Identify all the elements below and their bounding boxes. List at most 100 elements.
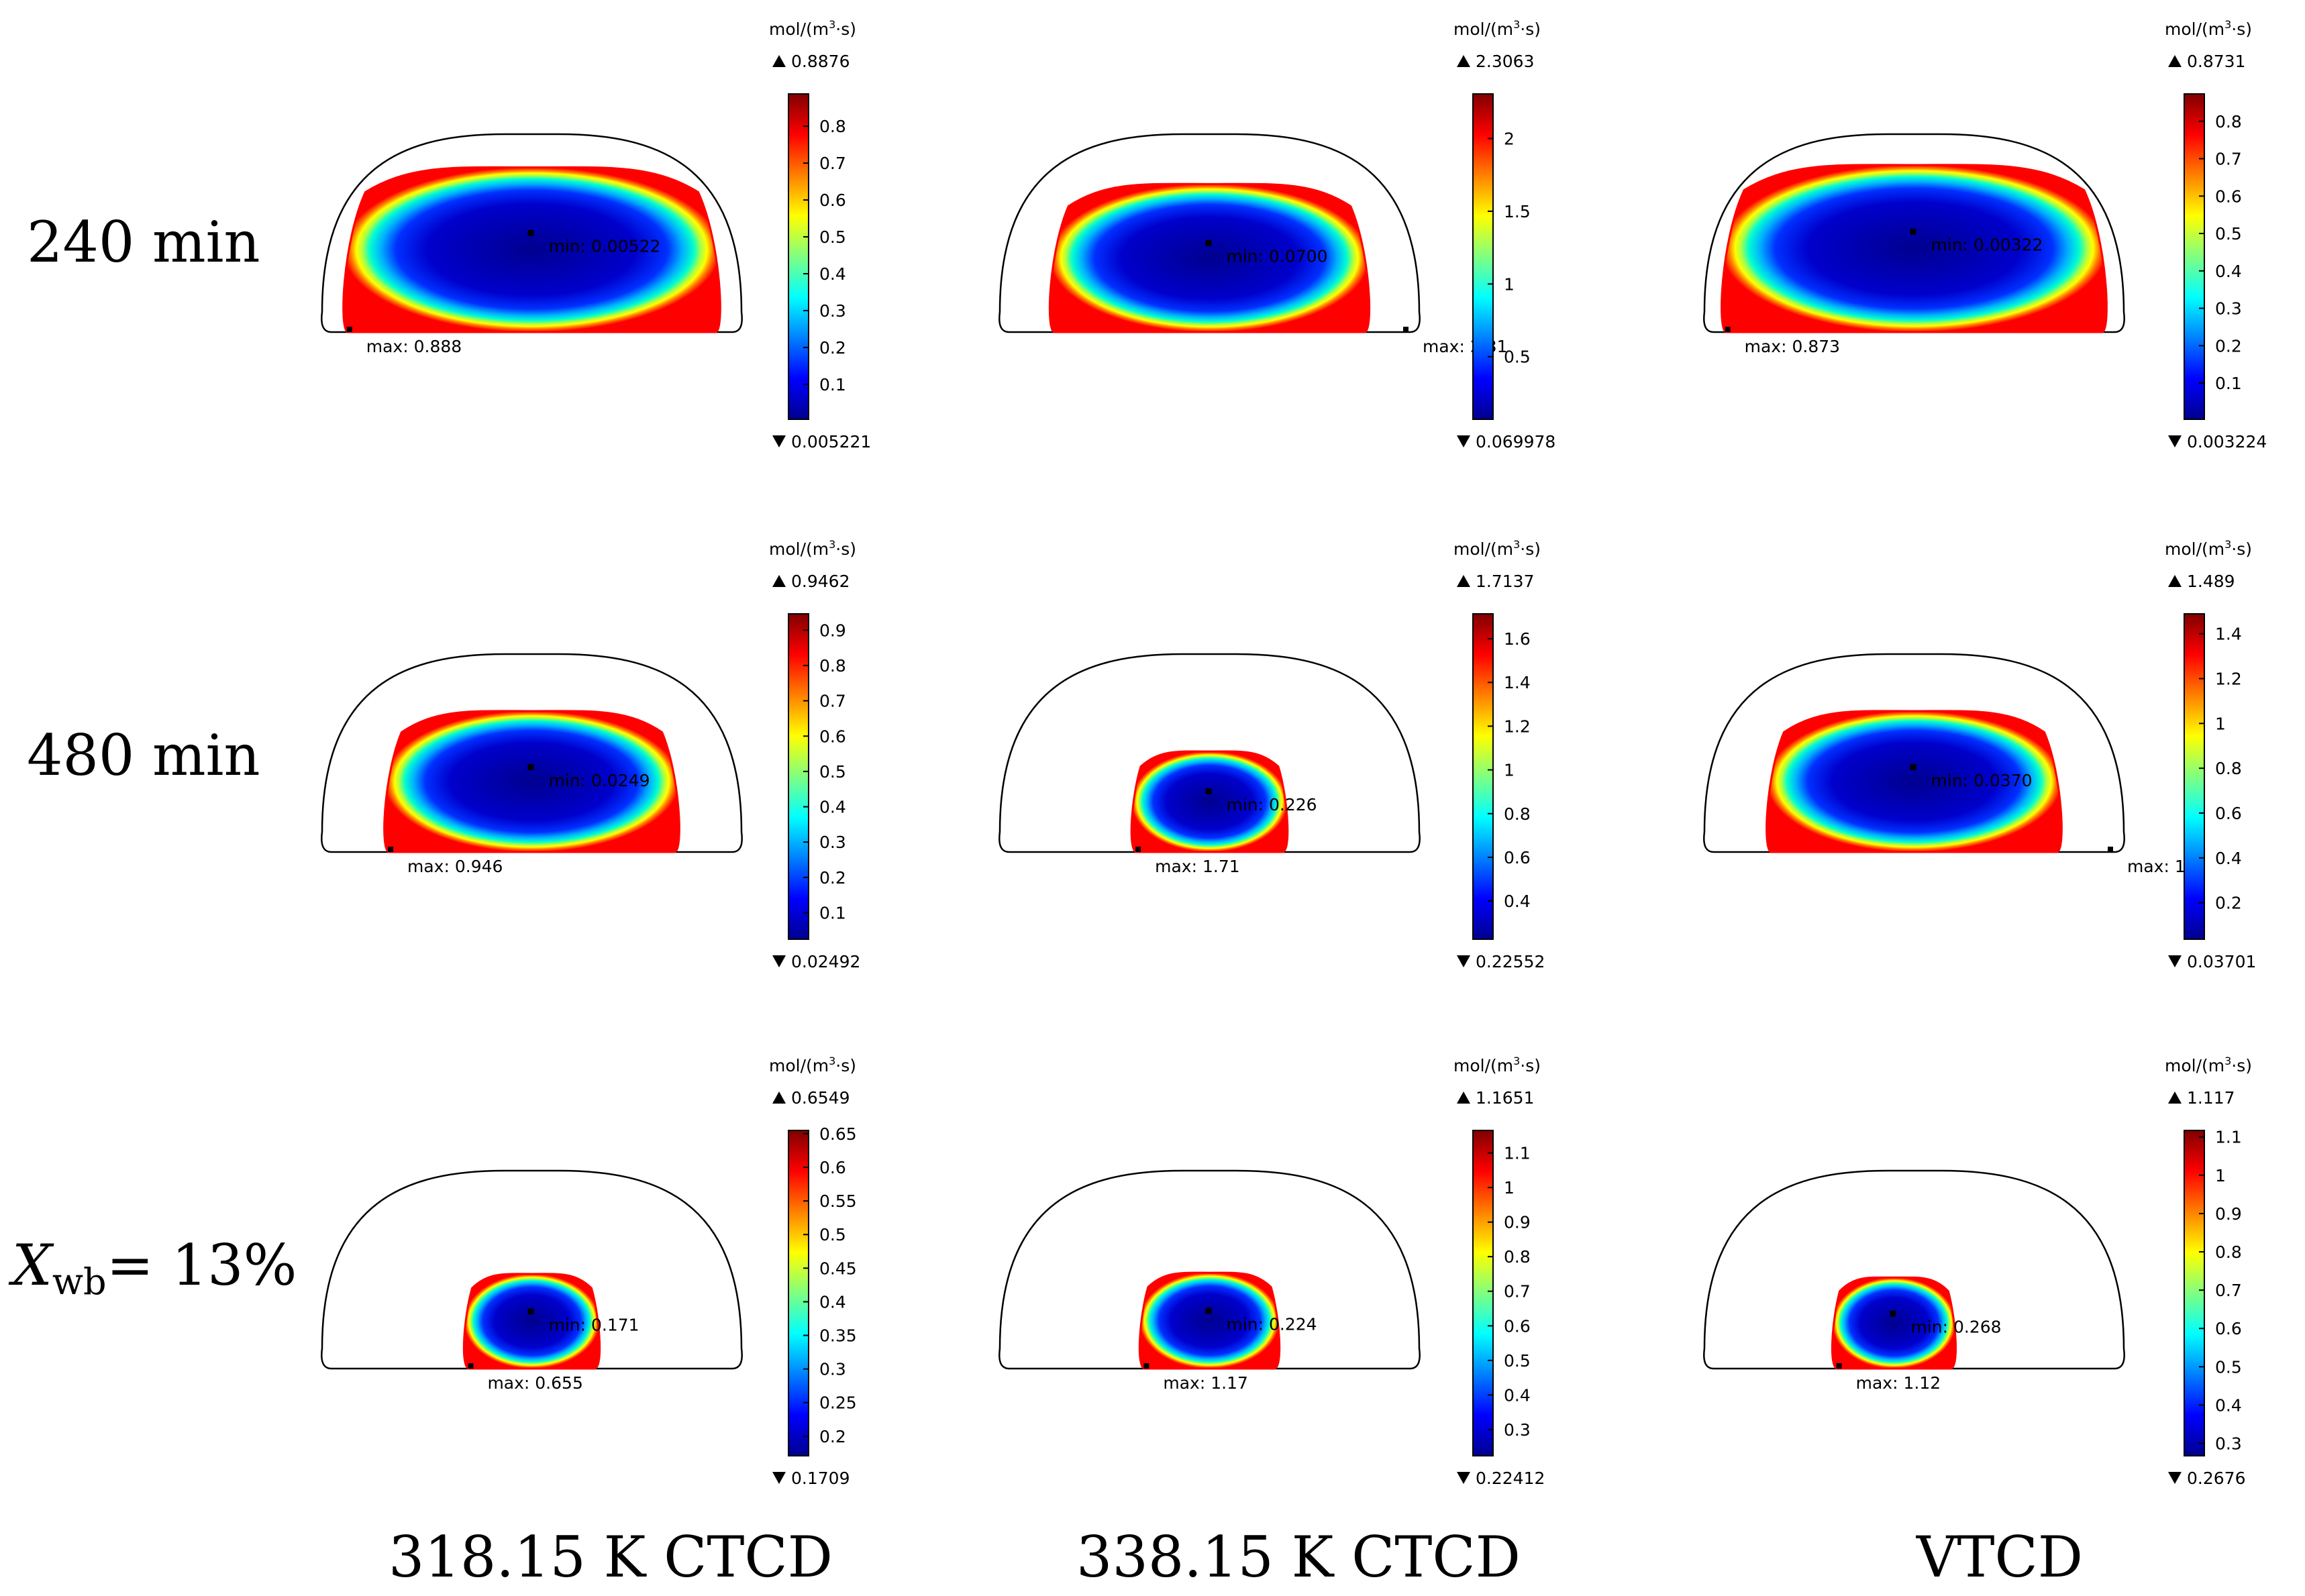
colorbar-unit: mol/(m3·s) <box>769 538 856 559</box>
colorbar-tick-label: 0.3 <box>2215 299 2242 319</box>
min-triangle-icon <box>1457 1472 1470 1484</box>
min-marker <box>1910 228 1916 235</box>
colorbar-tick-label: 0.4 <box>819 798 846 817</box>
colorbar-min-label: 0.22412 <box>1476 1469 1545 1488</box>
max-marker <box>1135 847 1141 852</box>
max-triangle-icon <box>772 55 786 67</box>
panel-2-1: min: 0.0249 max: 0.946 mol/(m3·s) 0.9462 0.9… <box>321 538 860 971</box>
colorbar-tick-label: 0.4 <box>819 264 846 284</box>
colorbar-tick-label: 0.2 <box>819 1427 846 1446</box>
min-triangle-icon <box>2168 1472 2182 1484</box>
colorbar-tick-label: 1 <box>2215 714 2226 733</box>
colorbar-tick-label: 0.9 <box>1504 1213 1531 1232</box>
colorbar-tick-label: 1.4 <box>2215 625 2242 644</box>
reaction-front <box>1831 1276 1957 1370</box>
min-marker <box>527 1308 534 1315</box>
colorbar-tick-label: 0.2 <box>2215 894 2242 913</box>
colorbar-tick-label: 0.7 <box>2215 150 2242 169</box>
colorbar-max-label: 2.3063 <box>1476 52 1534 71</box>
row-label-xwb-rest: = 13% <box>107 1232 297 1298</box>
colorbar <box>1472 1130 1494 1456</box>
colorbar-tick-label: 0.5 <box>2215 1357 2242 1377</box>
colorbar-max-label: 1.489 <box>2187 572 2235 591</box>
reaction-front <box>462 1273 601 1370</box>
min-triangle-icon <box>772 955 786 967</box>
colorbar-tick-label: 0.8 <box>2215 112 2242 131</box>
max-annotation: max: 0.873 <box>1745 337 1840 356</box>
panel-3-3: min: 0.268 max: 1.12 mol/(m3·s) 1.117 1.1 1 0.… <box>1703 1055 2252 1488</box>
colorbar-min-label: 0.005221 <box>791 432 871 451</box>
colorbar <box>2184 1130 2205 1456</box>
max-marker <box>2108 847 2113 852</box>
colorbar-tick-label: 0.3 <box>2215 1434 2242 1454</box>
row-label-480min: 480 min <box>27 723 260 788</box>
col-label-318k: 318.15 K CTCD <box>389 1524 833 1590</box>
colorbar-tick-label: 0.7 <box>819 692 846 711</box>
min-annotation: min: 0.00522 <box>549 237 661 256</box>
max-marker <box>1836 1363 1842 1369</box>
colorbar-tick-label: 0.8 <box>1504 804 1531 824</box>
max-annotation: max: 0.655 <box>487 1373 582 1393</box>
colorbar-tick-label: 1.6 <box>1504 629 1531 649</box>
colorbar-tick-label: 1.4 <box>1504 673 1531 692</box>
row-label-xwb: Xwb= 13% <box>8 1232 297 1303</box>
min-triangle-icon <box>2168 955 2182 967</box>
colorbar-tick-label: 0.1 <box>819 903 846 922</box>
max-annotation: max: 1.12 <box>1856 1373 1941 1393</box>
colorbar-tick-label: 1.2 <box>2215 670 2242 689</box>
panel-1-3: min: 0.00322 max: 0.873 mol/(m3·s) 0.8731 0.… <box>1703 18 2267 451</box>
min-marker <box>1205 240 1212 246</box>
reaction-front <box>1048 182 1371 333</box>
colorbar-tick-label: 0.3 <box>819 301 846 321</box>
max-triangle-icon <box>1457 55 1470 67</box>
colorbar-max-label: 0.8731 <box>2187 52 2245 71</box>
row-label-xwb-main: X <box>8 1232 54 1298</box>
colorbar-tick-label: 0.6 <box>1504 848 1531 867</box>
colorbar-tick-label: 0.2 <box>819 338 846 358</box>
colorbar-tick-label: 0.6 <box>2215 804 2242 823</box>
min-annotation: min: 0.0700 <box>1227 247 1328 266</box>
colorbar-tick-label: 1.5 <box>1504 202 1531 221</box>
max-triangle-icon <box>772 1092 786 1104</box>
colorbar-tick-label: 1.1 <box>2215 1128 2242 1147</box>
colorbar-tick-label: 0.5 <box>819 227 846 247</box>
colorbar <box>1472 613 1494 940</box>
colorbar-tick-label: 0.3 <box>819 1360 846 1379</box>
max-triangle-icon <box>2168 1092 2182 1104</box>
colorbar-tick-label: 0.55 <box>819 1191 857 1211</box>
colorbar-tick-label: 0.35 <box>819 1326 857 1346</box>
panel-1-1: min: 0.00522 max: 0.888 mol/(m3·s) 0.8876 0.… <box>321 18 871 451</box>
max-marker <box>388 847 393 852</box>
colorbar-tick-label: 1.1 <box>1504 1144 1531 1163</box>
colorbar-tick-label: 0.4 <box>819 1292 846 1312</box>
colorbar-tick-label: 1 <box>1504 761 1515 780</box>
colorbar <box>788 1130 809 1456</box>
min-triangle-icon <box>772 1472 786 1484</box>
colorbar-tick-label: 0.1 <box>2215 374 2242 393</box>
max-annotation: max: 2.31 <box>1423 337 1508 356</box>
colorbar-tick-label: 0.7 <box>819 154 846 173</box>
min-marker <box>527 763 534 770</box>
min-marker <box>1910 763 1916 770</box>
domain-outline <box>998 1169 1421 1370</box>
colorbar-tick-label: 0.4 <box>2215 262 2242 281</box>
colorbar-tick-label: 0.9 <box>2215 1204 2242 1224</box>
max-triangle-icon <box>2168 55 2182 67</box>
min-marker <box>527 229 534 236</box>
max-annotation: max: 0.946 <box>407 857 503 876</box>
min-marker <box>1890 1310 1896 1317</box>
colorbar-tick-label: 0.3 <box>1504 1420 1531 1440</box>
colorbar-min-label: 0.03701 <box>2187 952 2256 971</box>
colorbar <box>788 613 809 940</box>
col-label-338k: 338.15 K CTCD <box>1076 1524 1521 1590</box>
min-triangle-icon <box>772 435 786 447</box>
colorbar-unit: mol/(m3·s) <box>2165 18 2252 39</box>
colorbar-tick-label: 0.4 <box>2215 849 2242 868</box>
colorbar <box>788 93 809 420</box>
panel-grid: min: 0.00522 max: 0.888 mol/(m3·s) 0.8876 0.… <box>321 18 2267 1488</box>
max-annotation: max: 1.71 <box>1155 857 1240 876</box>
colorbar-tick-label: 0.6 <box>2215 187 2242 206</box>
min-triangle-icon <box>1457 955 1470 967</box>
